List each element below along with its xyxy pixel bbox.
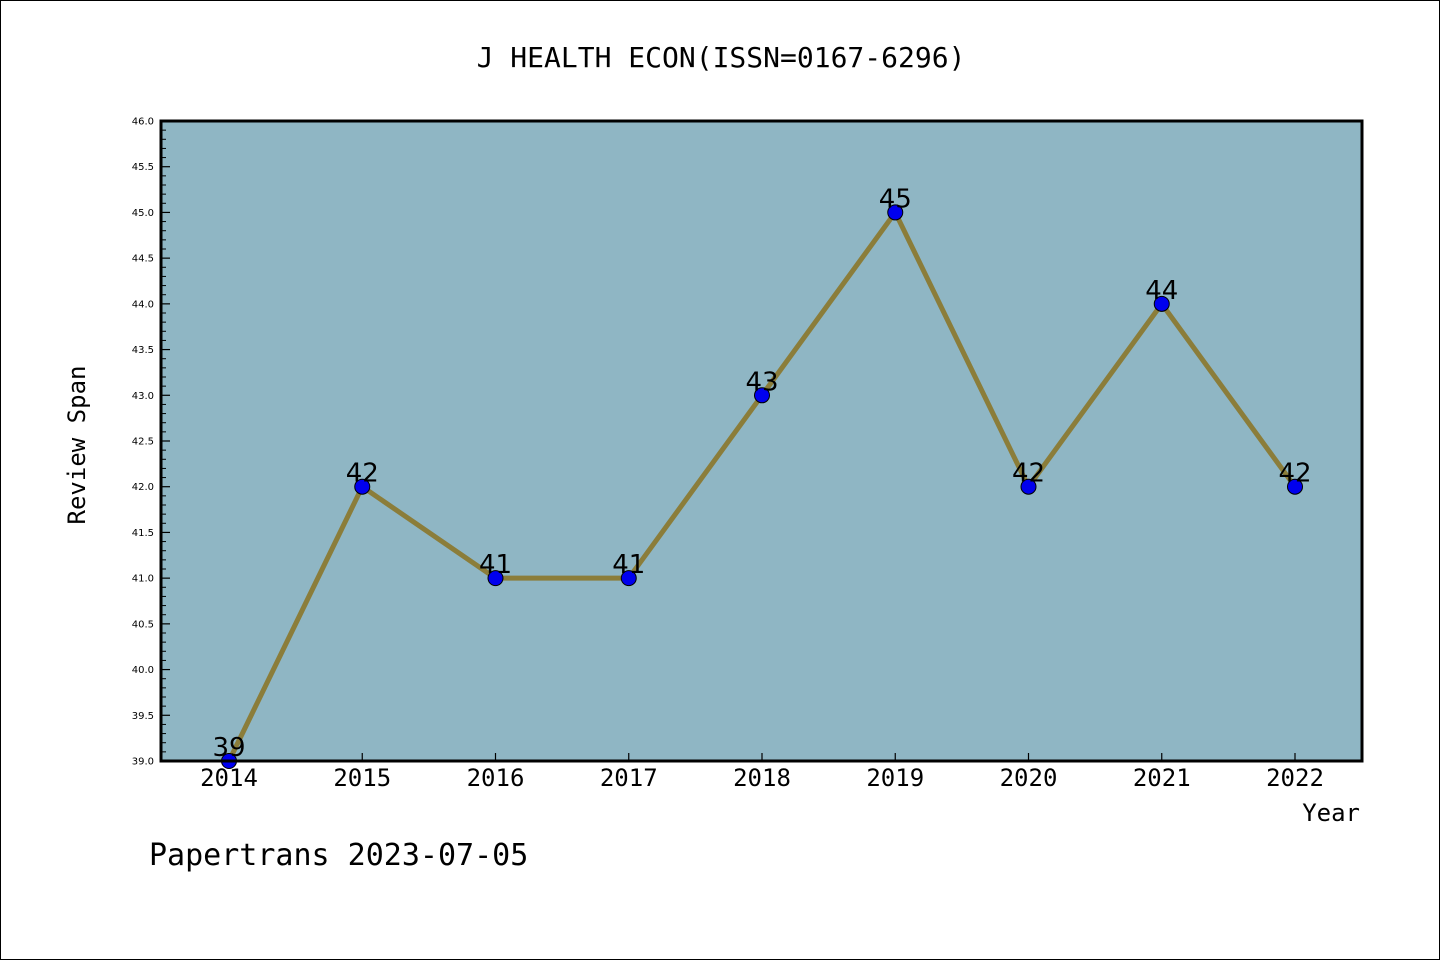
x-tick-label: 2020 — [1000, 764, 1058, 792]
x-tick-label: 2015 — [333, 764, 391, 792]
data-point — [887, 204, 904, 221]
data-point — [620, 570, 637, 587]
x-tick-label: 2016 — [467, 764, 525, 792]
y-tick-label: 42.0 — [132, 482, 154, 493]
y-tick-label: 46.0 — [132, 117, 154, 128]
x-axis-label: Year — [1302, 799, 1360, 827]
y-tick-label: 40.5 — [132, 619, 154, 630]
x-tick-label: 2022 — [1266, 764, 1324, 792]
x-axis: 2014 2015 2016 2017 2018 2019 2020 2021 2022 — [200, 753, 1324, 792]
x-tick-label: 2017 — [600, 764, 658, 792]
data-point — [1020, 478, 1037, 495]
data-point — [1153, 295, 1170, 312]
data-label: 41 — [479, 550, 512, 580]
y-tick-label: 44.0 — [132, 299, 154, 310]
y-tick-label: 40.0 — [132, 665, 154, 676]
y-tick-label: 39.5 — [132, 711, 154, 722]
y-tick-label: 43.5 — [132, 345, 154, 356]
y-tick-label: 42.5 — [132, 437, 154, 448]
y-tick-label: 39.0 — [132, 757, 154, 768]
y-tick-label: 45.5 — [132, 162, 154, 173]
plot-frame — [159, 119, 1364, 763]
data-label: 41 — [612, 550, 645, 580]
data-label: 42 — [1012, 459, 1045, 489]
data-point — [754, 387, 770, 404]
data-label: 42 — [1278, 459, 1311, 489]
data-label: 44 — [1145, 276, 1178, 306]
data-label: 39 — [212, 733, 245, 763]
data-label: 42 — [346, 459, 379, 489]
y-tick-label: 45.0 — [132, 208, 154, 219]
watermark-text: Papertrans 2023-07-05 — [149, 838, 528, 873]
data-label: 43 — [745, 367, 778, 397]
x-tick-label: 2021 — [1133, 764, 1191, 792]
data-point — [1287, 478, 1303, 495]
chart-title: J HEALTH ECON(ISSN=0167-6296) — [477, 41, 966, 74]
data-point — [354, 478, 371, 495]
x-tick-label: 2019 — [866, 764, 924, 792]
y-tick-label: 41.0 — [132, 574, 154, 585]
plot-area — [161, 121, 1362, 761]
data-labels: 39 42 41 41 43 45 42 44 42 — [212, 184, 1311, 763]
y-axis: 39.0 39.5 40.0 40.5 41.0 41.5 42.0 42.5 43.0 43.5… — [132, 117, 170, 768]
data-points — [221, 204, 1303, 769]
y-axis-label: Review Span — [63, 366, 91, 525]
y-tick-label: 44.5 — [132, 254, 154, 265]
x-tick-label: 2018 — [733, 764, 791, 792]
data-point — [487, 570, 504, 587]
data-label: 45 — [879, 184, 912, 214]
y-tick-label: 43.0 — [132, 391, 154, 402]
y-tick-label: 41.5 — [132, 528, 154, 539]
